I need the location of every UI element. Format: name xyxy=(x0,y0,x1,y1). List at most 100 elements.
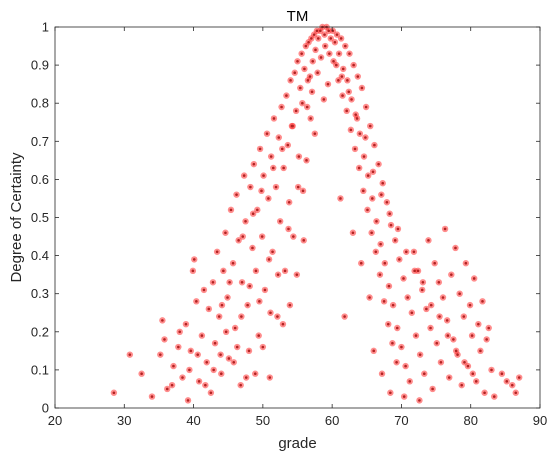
data-point xyxy=(260,235,264,238)
data-point xyxy=(235,345,239,349)
data-point xyxy=(212,368,215,372)
data-point xyxy=(257,334,261,337)
data-point xyxy=(388,212,391,215)
data-point xyxy=(296,59,299,63)
plot-area-frame xyxy=(54,26,541,409)
data-point xyxy=(472,277,476,280)
data-point xyxy=(366,208,369,212)
data-point xyxy=(165,387,169,391)
data-point xyxy=(276,273,280,276)
data-point xyxy=(161,319,164,322)
data-point xyxy=(170,383,174,387)
data-point xyxy=(177,345,180,349)
data-point xyxy=(229,208,233,212)
data-point xyxy=(254,269,258,273)
data-point xyxy=(510,383,514,387)
data-point xyxy=(281,322,285,326)
data-point xyxy=(364,105,368,109)
data-point xyxy=(470,334,474,337)
data-point xyxy=(431,387,434,391)
data-point xyxy=(350,98,353,101)
data-point xyxy=(387,284,391,288)
data-point xyxy=(256,208,259,212)
data-point xyxy=(192,258,196,261)
data-point xyxy=(422,372,426,376)
data-point xyxy=(262,174,265,177)
y-tick-label: 0.9 xyxy=(31,58,49,73)
data-point xyxy=(248,284,251,288)
data-point xyxy=(239,383,242,387)
data-point xyxy=(356,75,360,78)
data-point xyxy=(468,303,472,307)
data-point xyxy=(247,349,251,353)
data-point xyxy=(386,322,390,326)
data-point xyxy=(349,128,353,132)
data-point xyxy=(252,162,256,166)
data-point xyxy=(209,391,213,395)
data-point xyxy=(244,220,247,223)
data-point xyxy=(382,300,386,303)
data-point xyxy=(186,399,190,402)
data-point xyxy=(241,235,245,238)
y-tick-label: 0.1 xyxy=(31,362,49,377)
data-point xyxy=(249,185,252,189)
data-point xyxy=(211,280,215,284)
data-point xyxy=(479,349,482,353)
data-point xyxy=(466,364,470,368)
data-point xyxy=(505,380,509,383)
data-point xyxy=(418,399,421,402)
data-point xyxy=(445,319,449,322)
data-point xyxy=(446,334,450,337)
data-point xyxy=(280,147,284,151)
y-tick-label: 0.7 xyxy=(31,134,49,149)
data-point xyxy=(233,326,237,330)
y-tick-label: 0.8 xyxy=(31,96,49,111)
marker-halo-layer xyxy=(110,23,523,404)
data-point xyxy=(178,330,182,334)
data-point xyxy=(150,395,154,398)
data-point xyxy=(385,200,389,204)
data-point xyxy=(219,353,222,356)
data-point xyxy=(292,235,295,238)
data-point xyxy=(246,303,249,307)
data-point xyxy=(343,315,346,318)
data-point xyxy=(261,345,265,349)
x-axis-title: grade xyxy=(278,435,316,452)
data-point xyxy=(307,40,310,44)
data-point xyxy=(380,372,384,376)
data-point xyxy=(425,307,428,311)
data-point xyxy=(487,326,491,330)
data-point xyxy=(301,101,304,105)
data-point xyxy=(481,300,484,303)
x-tick-label: 40 xyxy=(186,413,200,428)
data-point xyxy=(438,315,441,318)
data-point xyxy=(181,376,184,379)
data-point xyxy=(286,143,290,147)
data-point xyxy=(375,220,378,223)
data-point xyxy=(326,82,330,86)
data-point xyxy=(391,341,394,345)
data-point xyxy=(352,63,355,67)
data-point xyxy=(267,258,271,261)
data-point xyxy=(492,395,496,398)
data-point xyxy=(383,261,387,265)
data-point xyxy=(517,376,521,379)
data-point xyxy=(272,117,276,120)
data-point xyxy=(439,360,443,364)
y-tick-label: 0.3 xyxy=(31,286,49,301)
data-point xyxy=(335,33,339,36)
data-point xyxy=(371,170,375,174)
data-point xyxy=(437,280,441,284)
y-tick-label: 0 xyxy=(42,401,49,416)
data-point xyxy=(196,353,200,356)
data-point xyxy=(265,132,269,135)
data-point xyxy=(355,117,359,120)
data-point xyxy=(159,353,162,356)
data-point xyxy=(289,79,292,82)
data-point xyxy=(232,360,236,364)
data-point xyxy=(267,197,270,200)
data-point xyxy=(268,376,272,379)
data-point xyxy=(310,90,314,94)
data-point xyxy=(435,341,439,345)
